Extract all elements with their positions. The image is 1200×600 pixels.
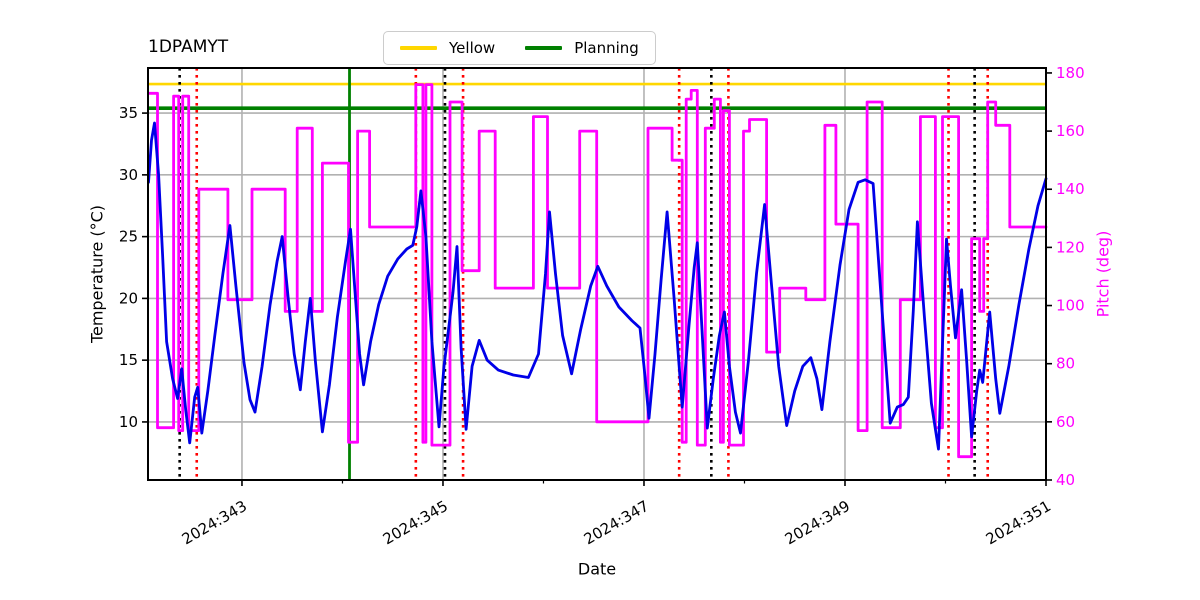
y-axis-label-left: Temperature (°C) — [87, 204, 107, 344]
svg-text:10: 10 — [119, 413, 138, 431]
svg-text:2024:347: 2024:347 — [581, 497, 652, 549]
x-axis-label: Date — [577, 559, 617, 579]
svg-text:40: 40 — [1056, 471, 1075, 489]
svg-text:2024:351: 2024:351 — [983, 497, 1054, 549]
legend-label-yellow: Yellow — [449, 39, 496, 57]
svg-text:160: 160 — [1056, 122, 1085, 140]
planning-line-swatch — [525, 46, 563, 50]
svg-text:100: 100 — [1056, 297, 1085, 315]
svg-text:2024:345: 2024:345 — [380, 497, 451, 549]
yellow-line-swatch — [400, 46, 437, 50]
svg-text:30: 30 — [119, 166, 138, 184]
svg-text:60: 60 — [1056, 413, 1075, 431]
chart-title: 1DPAMYT — [148, 37, 229, 57]
svg-text:35: 35 — [119, 104, 138, 122]
legend-item-yellow: Yellow — [400, 39, 495, 57]
svg-text:20: 20 — [119, 289, 138, 307]
legend: Yellow Planning — [383, 31, 656, 65]
svg-text:80: 80 — [1056, 355, 1075, 373]
svg-text:15: 15 — [119, 351, 138, 369]
legend-label-planning: Planning — [574, 39, 639, 57]
svg-text:2024:343: 2024:343 — [179, 497, 250, 549]
y-axis-label-right: Pitch (deg) — [1093, 230, 1113, 318]
svg-text:180: 180 — [1056, 64, 1085, 82]
svg-text:140: 140 — [1056, 180, 1085, 198]
svg-text:25: 25 — [119, 228, 138, 246]
svg-text:2024:349: 2024:349 — [782, 497, 853, 549]
svg-text:120: 120 — [1056, 238, 1085, 256]
legend-item-planning: Planning — [525, 39, 639, 57]
